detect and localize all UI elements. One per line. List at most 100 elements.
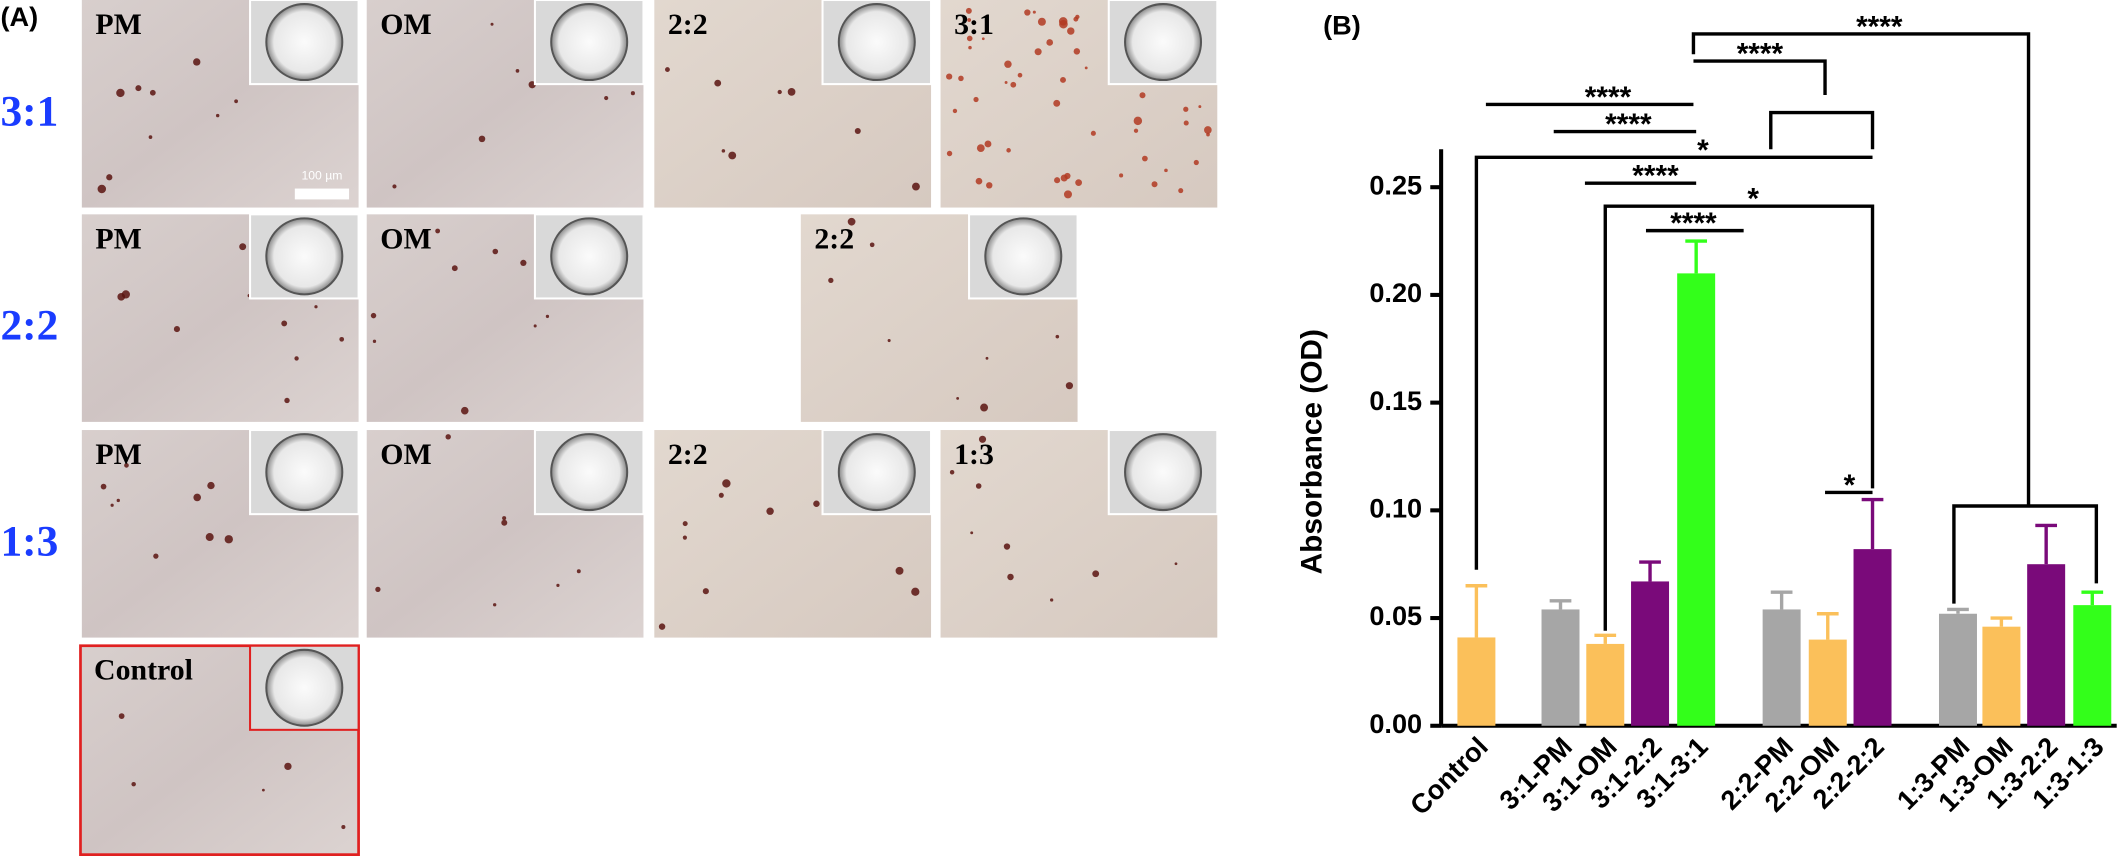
stain-spot bbox=[149, 89, 156, 96]
stain-spot bbox=[1092, 570, 1100, 578]
well bbox=[837, 433, 916, 512]
tile-label: 2:2 bbox=[668, 8, 708, 41]
stain-spot bbox=[975, 483, 982, 489]
tile-label: 1:3 bbox=[954, 438, 994, 471]
stain-spot bbox=[205, 533, 214, 542]
stain-spot bbox=[1060, 76, 1066, 83]
significance-label: * bbox=[1747, 183, 1759, 216]
panel-label: (A) bbox=[0, 1, 38, 32]
stain-spot bbox=[294, 356, 299, 361]
stain-spot bbox=[965, 7, 972, 14]
stain-spot bbox=[949, 470, 955, 475]
stain-spot bbox=[1010, 81, 1017, 88]
bar bbox=[2073, 605, 2112, 726]
significance-label: **** bbox=[1605, 108, 1652, 141]
x-tick-label: Control bbox=[1404, 731, 1494, 821]
stain-spot bbox=[728, 151, 737, 160]
stain-spot bbox=[261, 788, 265, 792]
stain-spot bbox=[828, 277, 834, 283]
stain-spot bbox=[976, 144, 985, 152]
stain-spot bbox=[946, 73, 953, 80]
stain-spot bbox=[978, 435, 987, 443]
y-tick-label: 0.25 bbox=[1369, 169, 1422, 200]
stain-spot bbox=[1183, 120, 1189, 126]
stain-spot bbox=[682, 535, 687, 540]
tile-label: 3:1 bbox=[954, 8, 994, 41]
stain-spot bbox=[520, 259, 527, 267]
stain-spot bbox=[973, 96, 979, 103]
stain-spot bbox=[958, 75, 964, 82]
stain-spot bbox=[124, 463, 129, 468]
significance-label: **** bbox=[1856, 10, 1903, 43]
tile-label: OM bbox=[380, 8, 431, 41]
stain-spot bbox=[478, 135, 486, 143]
well bbox=[550, 3, 629, 82]
stain-spot bbox=[392, 184, 397, 189]
stain-spot bbox=[372, 339, 377, 343]
stain-spot bbox=[193, 493, 201, 502]
bar bbox=[1677, 273, 1716, 726]
bar bbox=[1631, 581, 1670, 726]
well bbox=[265, 217, 344, 296]
y-axis-title: Absorbance (OD) bbox=[1295, 329, 1328, 574]
tile-label: PM bbox=[95, 8, 141, 41]
stain-spot bbox=[1032, 10, 1036, 14]
tile-label: OM bbox=[380, 222, 431, 255]
well bbox=[550, 433, 629, 512]
stain-spot bbox=[224, 535, 233, 544]
stain-spot bbox=[813, 500, 820, 507]
stain-spot bbox=[1119, 173, 1124, 178]
stain-spot bbox=[118, 713, 125, 719]
stain-spot bbox=[1017, 72, 1023, 78]
stain-spot bbox=[1065, 382, 1074, 390]
stain-spot bbox=[1164, 168, 1168, 173]
bar bbox=[1808, 639, 1847, 726]
bar bbox=[2027, 564, 2066, 726]
stain-spot bbox=[1067, 27, 1075, 35]
significance-bracket bbox=[1603, 204, 1875, 631]
stain-spot bbox=[658, 623, 666, 630]
tile-label: 2:2 bbox=[814, 222, 854, 255]
bar bbox=[1541, 609, 1580, 726]
stain-spot bbox=[787, 88, 796, 96]
stain-spot bbox=[911, 587, 920, 596]
stain-spot bbox=[116, 498, 120, 503]
stain-spot bbox=[956, 396, 960, 400]
stain-spot bbox=[887, 338, 891, 343]
stain-spot bbox=[1046, 39, 1054, 46]
stain-spot bbox=[1151, 181, 1158, 188]
significance-label: **** bbox=[1585, 81, 1632, 114]
stain-spot bbox=[370, 312, 377, 319]
well bbox=[265, 3, 344, 82]
stain-spot bbox=[981, 37, 985, 41]
stain-spot bbox=[1204, 126, 1212, 134]
stain-spot bbox=[435, 228, 441, 234]
stain-spot bbox=[1133, 116, 1143, 126]
stain-spot bbox=[777, 89, 782, 95]
stain-spot bbox=[847, 217, 856, 226]
stain-spot bbox=[1060, 174, 1068, 182]
y-tick-label: 0.05 bbox=[1369, 600, 1422, 631]
significance-label: * bbox=[1844, 469, 1856, 502]
stain-spot bbox=[946, 150, 953, 157]
stain-spot bbox=[1050, 598, 1054, 602]
stain-spot bbox=[1004, 60, 1012, 68]
stain-spot bbox=[766, 507, 774, 515]
stain-spot bbox=[1142, 155, 1148, 162]
well bbox=[550, 217, 629, 296]
stain-spot bbox=[339, 336, 345, 342]
scale-bar-label: 100 µm bbox=[301, 169, 342, 183]
significance-label: **** bbox=[1632, 160, 1679, 193]
stain-spot bbox=[239, 243, 247, 251]
well bbox=[265, 433, 344, 512]
stain-spot bbox=[1073, 16, 1079, 22]
stain-spot bbox=[556, 583, 560, 587]
scale-bar bbox=[294, 188, 350, 200]
stain-spot bbox=[1034, 48, 1042, 56]
stain-spot bbox=[1054, 177, 1061, 184]
stain-spot bbox=[869, 242, 875, 248]
stain-spot bbox=[604, 96, 609, 101]
stain-spot bbox=[1198, 105, 1202, 109]
